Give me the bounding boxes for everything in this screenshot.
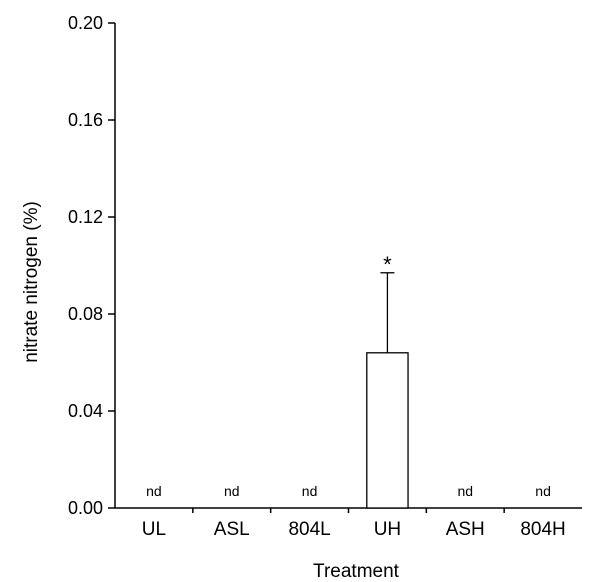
x-axis-title: Treatment (313, 561, 400, 582)
x-tick-label: UL (142, 519, 166, 540)
data-label: nd (146, 483, 162, 499)
data-label: nd (535, 483, 551, 499)
data-label: nd (457, 483, 473, 499)
x-tick-label: ASH (446, 519, 485, 540)
bar (366, 352, 409, 509)
y-tick-label: 0.16 (68, 110, 103, 130)
y-tick-label: 0.12 (68, 207, 103, 227)
significance-marker: * (383, 252, 392, 277)
x-tick-label: 804H (520, 519, 565, 540)
plot-area: 0.00 0.04 0.08 0.12 0.16 0.20 UL nd ASL nd 804L nd U… (68, 13, 582, 540)
y-tick-label: 0.00 (68, 498, 103, 518)
y-axis-title: nitrate nitrogen (%) (21, 201, 42, 363)
data-label: nd (302, 483, 318, 499)
y-tick-label: 0.04 (68, 401, 103, 421)
x-tick-label: UH (374, 519, 401, 540)
data-label: nd (224, 483, 240, 499)
y-tick-label: 0.20 (68, 13, 103, 33)
x-tick-label: 804L (288, 519, 330, 540)
y-tick-label: 0.08 (68, 304, 103, 324)
x-tick-label: ASL (214, 519, 250, 540)
